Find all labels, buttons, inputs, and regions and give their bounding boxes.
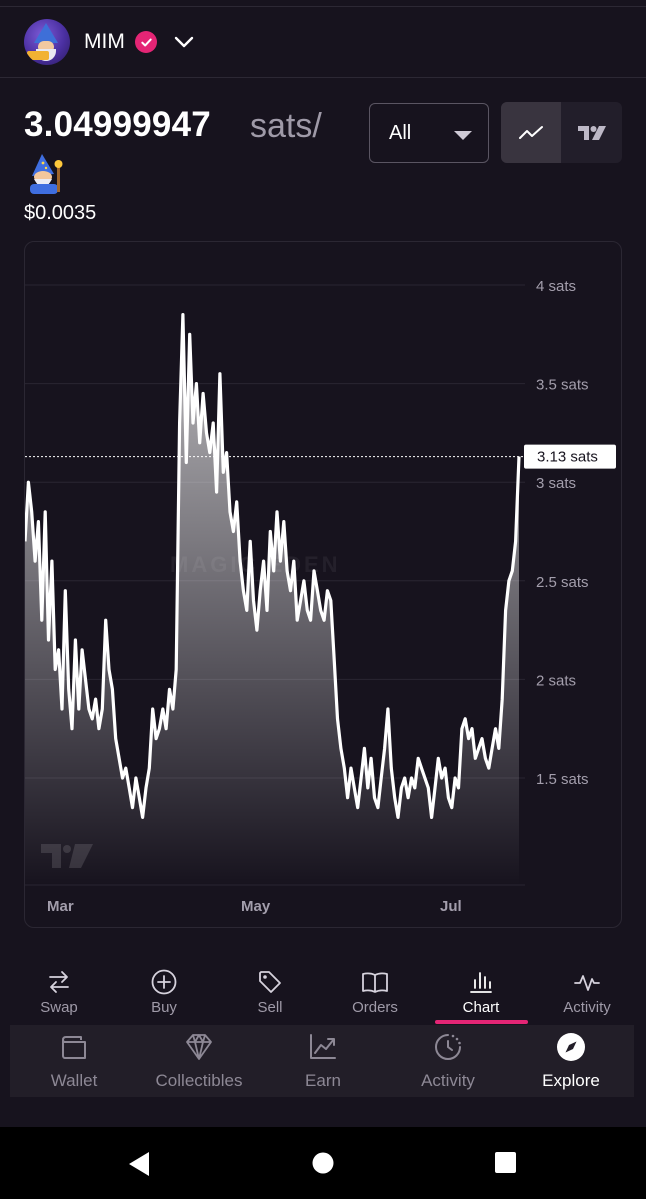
recents-icon[interactable] (495, 1152, 517, 1174)
token-subtabs: Swap Buy Sell Orders Chart Activity (0, 960, 646, 1025)
token-price: 3.04999947 (24, 105, 211, 144)
time-range-value: All (389, 122, 412, 144)
chevron-down-icon[interactable] (173, 32, 195, 52)
price-line (25, 313, 521, 819)
book-icon (362, 972, 388, 993)
caret-down-icon (454, 131, 472, 140)
x-axis-tick-label: Jul (440, 898, 462, 915)
token-name[interactable]: MIM (84, 30, 125, 53)
price-chart[interactable]: MAGIC EDEN 3.13 sats 4 sats 3.5 sats 3 sat… (24, 241, 622, 928)
nav-wallet-label: Wallet (50, 1071, 98, 1090)
tab-buy-label: Buy (151, 999, 177, 1016)
verified-badge-icon (135, 31, 157, 53)
tab-activity-label: Activity (563, 999, 611, 1016)
tab-swap-label: Swap (40, 999, 78, 1016)
pulse-icon (574, 975, 600, 991)
price-unit: sats/ (250, 107, 322, 145)
usd-price: $0.0035 (24, 202, 97, 224)
compass-icon (557, 1033, 585, 1061)
swap-icon (49, 971, 69, 993)
token-header: MIM (0, 8, 646, 78)
price-area-fill (25, 314, 519, 886)
tradingview-button[interactable] (562, 102, 622, 163)
home-icon[interactable] (312, 1152, 334, 1174)
system-navigation-bar (0, 1127, 646, 1199)
top-divider (0, 6, 646, 7)
x-axis-tick-label: Mar (47, 898, 74, 915)
token-avatar[interactable] (24, 19, 70, 65)
tab-orders[interactable]: Orders (322, 960, 428, 1025)
nav-explore-label: Explore (542, 1071, 600, 1090)
tab-sell[interactable]: Sell (217, 960, 323, 1025)
mage-emoji-icon (30, 154, 63, 194)
back-icon[interactable] (127, 1151, 151, 1177)
diamond-icon (186, 1034, 212, 1060)
y-axis-tick-label: 1.5 sats (536, 771, 589, 788)
nav-collectibles-label: Collectibles (155, 1071, 243, 1090)
tab-swap[interactable]: Swap (6, 960, 112, 1025)
active-tab-indicator (435, 1020, 528, 1024)
time-range-select[interactable]: All (369, 103, 489, 163)
wallet-icon (62, 1036, 86, 1059)
tag-icon (259, 971, 281, 993)
tab-chart-label: Chart (462, 999, 500, 1016)
chart-type-toggle (501, 102, 622, 163)
y-axis-tick-label: 4 sats (536, 278, 576, 295)
y-axis-tick-label: 3 sats (536, 475, 576, 492)
y-axis-tick-label: 2 sats (536, 672, 576, 689)
history-clock-icon (435, 1034, 461, 1060)
line-chart-button[interactable] (501, 102, 561, 163)
nav-wallet[interactable]: Wallet (32, 1025, 116, 1097)
y-axis-tick-label: 2.5 sats (536, 574, 589, 591)
nav-activity[interactable]: Activity (406, 1025, 490, 1097)
tab-sell-label: Sell (257, 999, 283, 1016)
trend-chart-icon (310, 1034, 336, 1059)
nav-collectibles[interactable]: Collectibles (140, 1025, 258, 1097)
nav-earn[interactable]: Earn (290, 1025, 356, 1097)
y-axis-tick-label: 3.5 sats (536, 377, 589, 394)
line-chart-icon (519, 125, 543, 139)
bottom-navbar: Wallet Collectibles Earn Activity Explor… (10, 1025, 634, 1097)
current-price-tag: 3.13 sats (524, 444, 616, 469)
x-axis-tick-label: May (241, 898, 271, 915)
tab-orders-label: Orders (352, 999, 398, 1016)
nav-activity-label: Activity (421, 1071, 475, 1090)
tab-buy[interactable]: Buy (111, 960, 217, 1025)
bar-chart-icon (470, 972, 492, 993)
nav-earn-label: Earn (305, 1071, 341, 1090)
nav-explore[interactable]: Explore (532, 1025, 610, 1097)
tab-activity[interactable]: Activity (534, 960, 640, 1025)
current-price-label: 3.13 sats (537, 449, 598, 466)
plus-circle-icon (151, 969, 177, 995)
tab-chart[interactable]: Chart (428, 960, 534, 1025)
tradingview-icon (578, 125, 606, 140)
